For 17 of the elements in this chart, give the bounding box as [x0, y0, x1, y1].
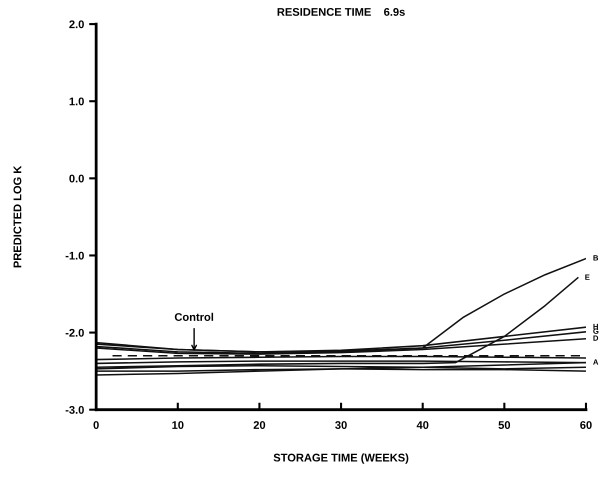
x-axis-title: STORAGE TIME (WEEKS) [274, 453, 408, 464]
y-tick-label: -3.0 [66, 406, 84, 414]
x-tick-label: 50 [498, 421, 510, 429]
annotation: Control [174, 312, 214, 321]
y-tick-label: -2.0 [66, 328, 84, 337]
x-tick-label: 40 [416, 421, 428, 429]
x-tick-label: 30 [335, 421, 347, 429]
x-tick-label: 20 [254, 421, 266, 429]
y-tick-label: 0.0 [69, 174, 84, 182]
x-tick-label: 0 [94, 421, 99, 429]
x-tick-label: 10 [172, 421, 184, 429]
y-tick-label: -1.0 [66, 252, 84, 260]
x-tick-label: 60 [580, 421, 592, 429]
y-tick-label: 2.0 [69, 20, 84, 28]
y-tick-label: 1.0 [70, 97, 84, 106]
y-axis-title: PREDICTED LOG K [13, 166, 22, 268]
chart-title: RESIDENCE TIME 6.9s [278, 8, 405, 16]
